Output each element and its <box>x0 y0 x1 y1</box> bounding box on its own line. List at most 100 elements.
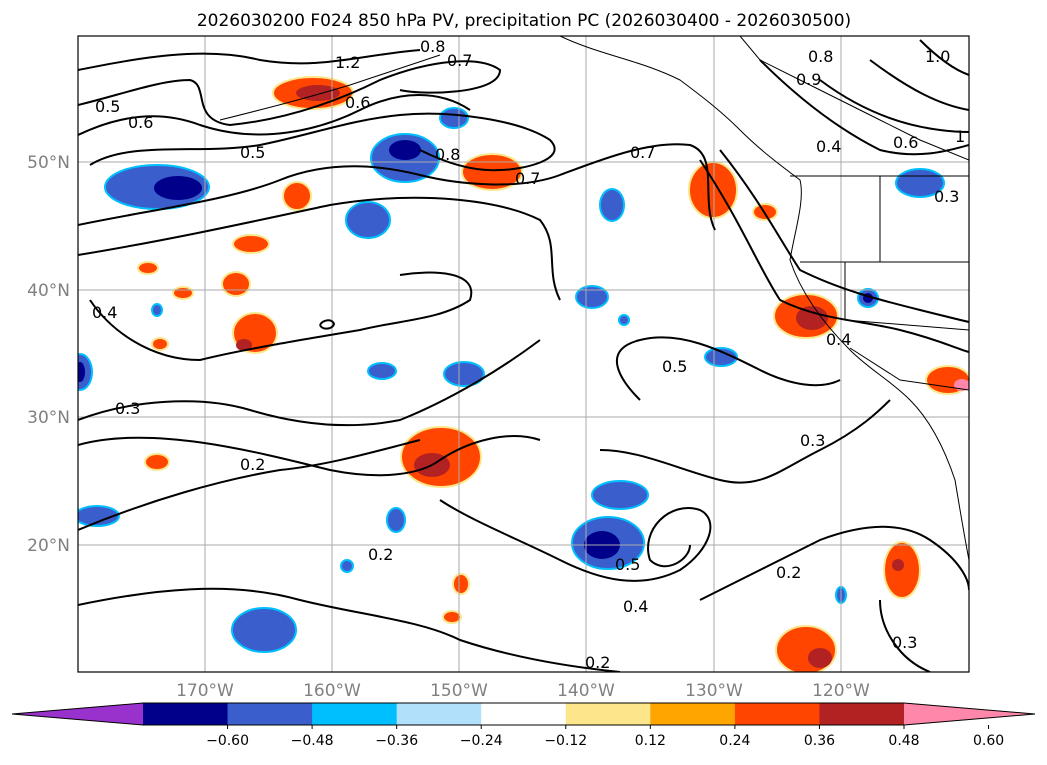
map-area: 0.5 0.6 1.2 0.8 0.7 0.6 0.5 0.8 0.7 0.7 … <box>78 36 969 672</box>
precip-negative-blob <box>231 607 297 653</box>
colorbar-tick-label: 0.48 <box>888 733 919 749</box>
contour-label: 0.2 <box>240 455 265 474</box>
lon-label: 130°W <box>685 681 743 701</box>
precip-negative-blob <box>345 201 391 239</box>
colorbar: −0.60 −0.48 −0.36 −0.24 −0.12 0.12 0.24 0.36 0.4… <box>11 702 1036 749</box>
precip-negative-core <box>154 176 202 200</box>
lon-label: 140°W <box>557 681 615 701</box>
contour-label: 0.3 <box>800 431 825 450</box>
contour-label: 0.8 <box>420 37 445 56</box>
contour-label: 0.4 <box>816 137 841 156</box>
lon-label: 150°W <box>430 681 488 701</box>
precip-negative-blob <box>599 188 625 222</box>
contour-label: 0.7 <box>630 143 655 162</box>
colorbar-segment <box>734 703 820 725</box>
contour-label: 0.5 <box>615 555 640 574</box>
lat-label: 20°N <box>27 536 70 556</box>
colorbar-tick-label: −0.12 <box>544 733 587 749</box>
contour-label: 1.2 <box>335 53 360 72</box>
precip-negative-blob <box>151 303 163 317</box>
precip-positive-blob <box>883 541 921 599</box>
colorbar-segment <box>396 703 482 725</box>
lon-label: 160°W <box>303 681 361 701</box>
precip-positive-core <box>236 339 252 351</box>
colorbar-tick-label: 0.60 <box>973 733 1004 749</box>
colorbar-tick-label: 0.24 <box>719 733 750 749</box>
contour-label: 0.5 <box>95 97 120 116</box>
colorbar-tick-label: −0.36 <box>375 733 418 749</box>
precip-positive-core <box>808 648 832 668</box>
colorbar-segment <box>565 703 651 725</box>
contour-label: 0.7 <box>515 169 540 188</box>
precip-negative-blob <box>704 347 738 367</box>
contour-label: 0.3 <box>115 399 140 418</box>
colorbar-segment <box>312 703 398 725</box>
precip-positive-blob <box>221 271 251 297</box>
contour-label: 0.3 <box>892 633 917 652</box>
precip-positive-blob <box>172 286 194 300</box>
colorbar-tick-label: −0.24 <box>460 733 503 749</box>
contour-label: 0.2 <box>585 653 610 672</box>
colorbar-segment <box>143 703 229 725</box>
precip-negative-blob <box>618 314 630 326</box>
precip-positive-core <box>892 559 904 571</box>
precip-positive-blob <box>452 573 470 595</box>
precip-negative-blob <box>591 480 649 510</box>
lon-axis: 170°W 160°W 150°W 140°W 130°W 120°W <box>176 681 870 701</box>
contour-label: 0.4 <box>623 597 648 616</box>
map-frame <box>77 35 970 673</box>
precip-negative-blob <box>575 285 609 309</box>
colorbar-segment <box>481 703 567 725</box>
lat-label: 30°N <box>27 408 70 428</box>
precip-negative-core <box>389 140 421 160</box>
precip-negative-blob <box>78 505 120 527</box>
contour-label: 0.2 <box>368 545 393 564</box>
precip-positive-blob <box>151 337 169 351</box>
precip-negative-blob <box>439 107 469 129</box>
contour-label: 0.4 <box>92 303 117 322</box>
contour-label: 0.8 <box>435 145 460 164</box>
pv-contours <box>78 39 969 672</box>
colorbar-extend-high <box>904 703 1035 725</box>
contour-label: 0.5 <box>240 143 265 162</box>
map-title: 2026030200 F024 850 hPa PV, precipitatio… <box>197 11 851 31</box>
colorbar-extend-low <box>12 703 143 725</box>
contour-label: 0.6 <box>128 113 153 132</box>
lat-label: 50°N <box>27 153 70 173</box>
lon-label: 170°W <box>176 681 234 701</box>
colorbar-tick-label: 0.36 <box>804 733 835 749</box>
precip-positive-blob <box>461 153 523 191</box>
precip-positive-blob <box>232 234 270 254</box>
precip-negative-blob <box>443 361 485 387</box>
contour-label: 0.7 <box>447 51 472 70</box>
contour-label: 0.9 <box>796 70 821 89</box>
colorbar-tick-label: −0.48 <box>291 733 334 749</box>
precip-positive-blob <box>282 181 312 211</box>
contour-label: 0.8 <box>808 47 833 66</box>
lat-label: 40°N <box>27 281 70 301</box>
contour-label: 0.6 <box>345 93 370 112</box>
graticule <box>78 36 969 672</box>
contour-labels: 0.5 0.6 1.2 0.8 0.7 0.6 0.5 0.8 0.7 0.7 … <box>92 37 965 672</box>
precip-negative-core <box>78 362 85 382</box>
colorbar-segment <box>819 703 905 725</box>
contour-label: 0.6 <box>893 133 918 152</box>
colorbar-outline <box>11 702 1036 726</box>
precip-negative-blob <box>386 507 406 533</box>
precip-negative-blob <box>340 559 354 573</box>
contour-label: 0.2 <box>776 563 801 582</box>
colorbar-tick-label: −0.60 <box>206 733 249 749</box>
contour-label: 0.3 <box>934 187 959 206</box>
colorbar-segment <box>227 703 313 725</box>
precip-positive-blob <box>144 453 170 471</box>
precip-negative-blob <box>367 362 397 380</box>
precip-positive-blob <box>137 261 159 275</box>
lat-axis: 50°N 40°N 30°N 20°N <box>27 153 70 556</box>
precip-shading <box>78 76 969 672</box>
contour-label: 0.5 <box>662 357 687 376</box>
lon-label: 120°W <box>812 681 870 701</box>
contour-label: 1.0 <box>925 47 950 66</box>
colorbar-segment <box>650 703 736 725</box>
precip-positive-blob <box>442 610 462 624</box>
